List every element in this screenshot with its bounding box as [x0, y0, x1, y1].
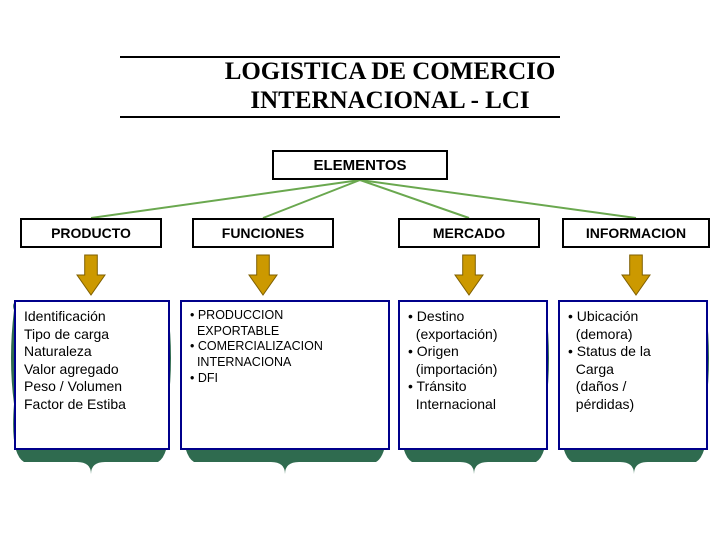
panel-line: Valor agregado [22, 361, 162, 379]
panel-line: • Ubicación [566, 308, 700, 326]
panel-line: • Tránsito [406, 378, 540, 396]
panel-line: Naturaleza [22, 343, 162, 361]
panel-producto: IdentificaciónTipo de cargaNaturalezaVal… [14, 300, 170, 450]
column-head-producto: PRODUCTO [20, 218, 162, 248]
panel-line: Factor de Estiba [22, 396, 162, 414]
panel-line: (demora) [566, 326, 700, 344]
column-head-mercado: MERCADO [398, 218, 540, 248]
panel-mercado: • Destino (exportación)• Origen (importa… [398, 300, 548, 450]
panel-line: INTERNACIONA [188, 355, 382, 371]
root-elementos-label: ELEMENTOS [313, 157, 406, 174]
panel-line: • COMERCIALIZACION [188, 339, 382, 355]
panel-line: Identificación [22, 308, 162, 326]
panel-line: • Origen [406, 343, 540, 361]
panel-informacion: • Ubicación (demora)• Status de la Carga… [558, 300, 708, 450]
panel-line: Tipo de carga [22, 326, 162, 344]
panel-line: EXPORTABLE [188, 324, 382, 340]
panel-line: (exportación) [406, 326, 540, 344]
panel-line: • PRODUCCION [188, 308, 382, 324]
down-arrow-icon [615, 253, 657, 299]
title-line-1: LOGISTICA DE COMERCIO [120, 58, 660, 87]
down-arrow-icon [448, 253, 490, 299]
column-head-funciones: FUNCIONES [192, 218, 334, 248]
panel-line: • Status de la [566, 343, 700, 361]
down-arrow-icon [70, 253, 112, 299]
panel-line: • DFI [188, 371, 382, 387]
panel-line: (daños / [566, 378, 700, 396]
column-head-informacion: INFORMACION [562, 218, 710, 248]
panel-funciones: • PRODUCCION EXPORTABLE• COMERCIALIZACIO… [180, 300, 390, 450]
panel-line: Peso / Volumen [22, 378, 162, 396]
column-head-label: FUNCIONES [222, 225, 304, 241]
panel-line: • Destino [406, 308, 540, 326]
title-line-2: INTERNACIONAL - LCI [120, 87, 660, 116]
panel-line: Carga [566, 361, 700, 379]
panel-line: pérdidas) [566, 396, 700, 414]
column-head-label: PRODUCTO [51, 225, 131, 241]
root-elementos-box: ELEMENTOS [272, 150, 448, 180]
panel-line: (importación) [406, 361, 540, 379]
column-head-label: MERCADO [433, 225, 505, 241]
down-arrow-icon [242, 253, 284, 299]
title-underline-bottom [120, 116, 560, 118]
page-title: LOGISTICA DE COMERCIO INTERNACIONAL - LC… [120, 58, 660, 116]
column-head-label: INFORMACION [586, 225, 686, 241]
panel-line: Internacional [406, 396, 540, 414]
